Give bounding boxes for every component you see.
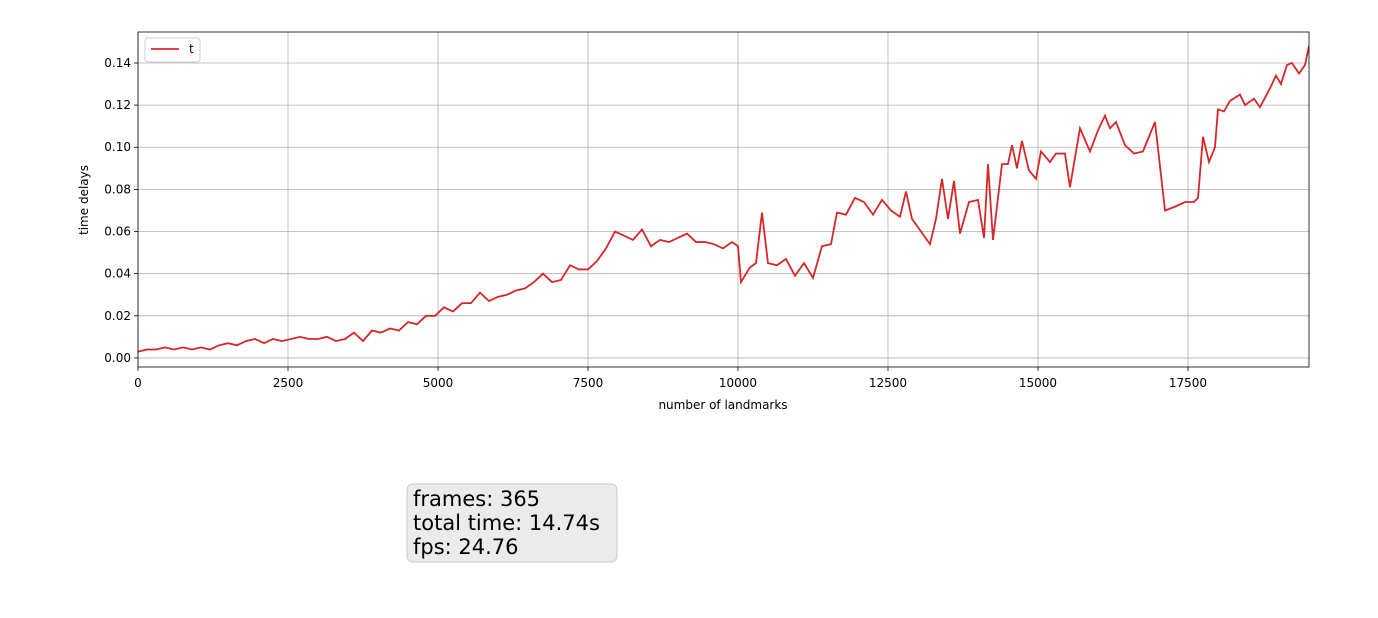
y-tick-label: 0.08 [104, 182, 131, 196]
x-tick-label: 0 [134, 376, 142, 390]
grid-group [137, 32, 1309, 367]
legend-label: t [189, 42, 194, 56]
x-tick-label: 2500 [273, 376, 304, 390]
x-tick-label: 17500 [1169, 376, 1207, 390]
legend-frame [144, 37, 201, 63]
axes-frame [137, 31, 1310, 368]
legend: t [144, 37, 201, 63]
y-tick-label: 0.10 [104, 140, 131, 154]
text-box-line: fps: 24.76 [413, 535, 519, 559]
y-tick-label: 0.12 [104, 98, 131, 112]
y-tick-label: 0.00 [104, 351, 131, 365]
text-box-line: total time: 14.74s [413, 511, 600, 535]
plot-group [138, 45, 1309, 353]
x-tick-label: 15000 [1019, 376, 1057, 390]
x-tick-label: 5000 [423, 376, 454, 390]
y-tick-label: 0.14 [104, 56, 131, 70]
y-tick-label: 0.04 [104, 267, 131, 281]
x-tick-label: 7500 [573, 376, 604, 390]
x-tick-label: 12500 [869, 376, 907, 390]
tick-group: 0 2500 5000 7500 10000 12500 15000 17500 0.00 0.0… [104, 56, 1207, 390]
x-axis-label: number of landmarks [658, 398, 787, 412]
text-box-line: frames: 365 [413, 487, 540, 511]
x-tick-label: 10000 [719, 376, 757, 390]
text-box-frame [406, 483, 618, 563]
y-tick-label: 0.06 [104, 225, 131, 239]
data-line [138, 45, 1309, 353]
y-tick-label: 0.02 [104, 309, 131, 323]
y-axis-label: time delays [77, 165, 91, 235]
